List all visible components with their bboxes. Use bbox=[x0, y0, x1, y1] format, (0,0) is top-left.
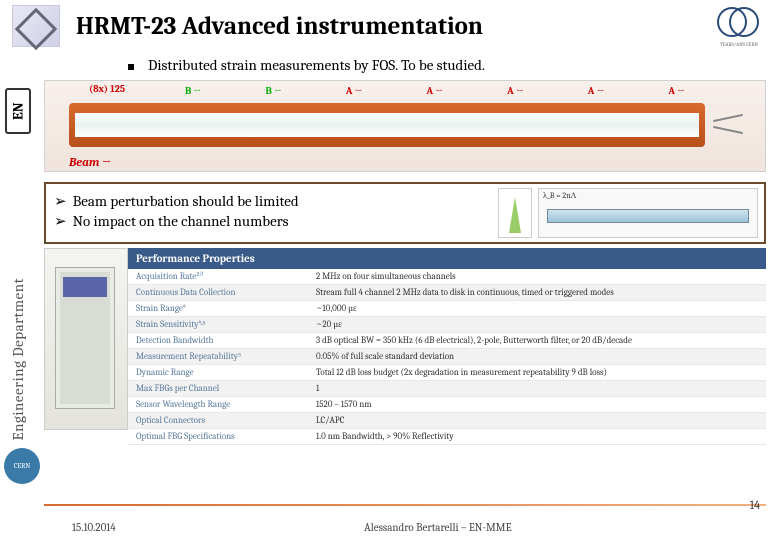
logo-caption: YEARS/ANS CERN bbox=[720, 41, 758, 48]
spec-key: Measurement Repeatability⁵ bbox=[136, 351, 316, 362]
fbg-mini-diagrams: λ_B = 2nΛ bbox=[498, 188, 758, 238]
cern-roundel-icon: CERN bbox=[4, 448, 40, 484]
fbg-grating-diagram: λ_B = 2nΛ bbox=[538, 188, 758, 238]
fiber-connector-icon bbox=[713, 111, 757, 139]
spec-val: Stream full 4 channel 2 MHz data to disk… bbox=[316, 288, 758, 298]
spec-row: Measurement Repeatability⁵0.05% of full … bbox=[128, 349, 766, 365]
spec-row: Optical ConnectorsLC/APC bbox=[128, 413, 766, 429]
beam-arrow-label: A ← bbox=[588, 85, 605, 97]
spec-table-header: Performance Properties bbox=[128, 248, 766, 269]
spec-key: Sensor Wavelength Range bbox=[136, 400, 316, 410]
beam-diagram: (8x) 125 B → B → A ← A ← A ← A ← A ← Beam → bbox=[44, 80, 766, 172]
beam-label: Beam → bbox=[69, 155, 111, 169]
spec-key: Dynamic Range bbox=[136, 368, 316, 378]
spec-key: Max FBGs per Channel bbox=[136, 384, 316, 394]
beam-arrow-label: A ← bbox=[507, 85, 524, 97]
beam-arrow-row: B → B → A ← A ← A ← A ← A ← bbox=[185, 85, 685, 97]
cern-anniversary-logo: YEARS/ANS CERN bbox=[710, 4, 768, 48]
beam-arrow-label: A ← bbox=[668, 85, 685, 97]
beam-top-label: (8x) 125 bbox=[89, 83, 125, 95]
spec-val: 0.05% of full scale standard deviation bbox=[316, 352, 758, 362]
notes-box: ➢Beam perturbation should be limited➢No … bbox=[44, 182, 766, 244]
spec-key: Strain Sensitivity⁴·⁵ bbox=[136, 319, 316, 330]
spec-key: Detection Bandwidth bbox=[136, 336, 316, 346]
spec-key: Optimal FBG Specifications bbox=[136, 432, 316, 442]
spec-val: LC/APC bbox=[316, 416, 758, 426]
beam-inner bbox=[75, 113, 699, 137]
en-badge: EN bbox=[5, 88, 31, 134]
spec-table: Performance Properties Acquisition Rate²… bbox=[128, 248, 766, 430]
beam-arrow-label: B → bbox=[265, 85, 281, 97]
footer-divider bbox=[44, 504, 766, 506]
spec-val: 2 MHz on four simultaneous channels bbox=[316, 272, 758, 282]
spec-val: Total 12 dB loss budget (2x degradation … bbox=[316, 368, 758, 378]
spec-val: 1.0 nm Bandwidth, > 90% Reflectivity bbox=[316, 432, 758, 442]
spec-row: Detection Bandwidth3 dB optical BW = 350… bbox=[128, 333, 766, 349]
slide-title: HRMT-23 Advanced instrumentation bbox=[76, 12, 710, 41]
department-label: Engineering Department bbox=[9, 278, 27, 440]
spec-val: 1 bbox=[316, 384, 758, 394]
spec-row: Acquisition Rate²³2 MHz on four simultan… bbox=[128, 269, 766, 285]
lhc-collimation-logo bbox=[12, 5, 60, 47]
spec-row: Optimal FBG Specifications1.0 nm Bandwid… bbox=[128, 429, 766, 445]
spec-val: ~10,000 µε bbox=[316, 303, 758, 314]
spectrum-peak-icon bbox=[498, 188, 532, 238]
spec-row: Strain Sensitivity⁴·⁵~20 µε bbox=[128, 317, 766, 333]
instrument-photo bbox=[44, 248, 128, 430]
spec-val: 1520 – 1570 nm bbox=[316, 400, 758, 410]
page-number: 14 bbox=[750, 498, 760, 512]
bullet-text: Distributed strain measurements by FOS. … bbox=[148, 56, 485, 74]
footer-author: Alessandro Bertarelli – EN-MME bbox=[364, 521, 511, 534]
spec-key: Continuous Data Collection bbox=[136, 288, 316, 298]
beam-arrow-label: A ← bbox=[427, 85, 444, 97]
bullet-line: Distributed strain measurements by FOS. … bbox=[0, 52, 780, 80]
bullet-marker bbox=[128, 64, 134, 70]
spec-key: Acquisition Rate²³ bbox=[136, 272, 316, 282]
spec-val: ~20 µε bbox=[316, 319, 758, 330]
beam-arrow-label: A ← bbox=[346, 85, 363, 97]
spec-row: Max FBGs per Channel1 bbox=[128, 381, 766, 397]
beam-arrow-label: B → bbox=[185, 85, 201, 97]
spec-row: Strain Range⁴~10,000 µε bbox=[128, 301, 766, 317]
spec-key: Optical Connectors bbox=[136, 416, 316, 426]
spec-row: Sensor Wavelength Range1520 – 1570 nm bbox=[128, 397, 766, 413]
spec-row: Continuous Data CollectionStream full 4 … bbox=[128, 285, 766, 301]
footer-date: 15.10.2014 bbox=[72, 521, 116, 534]
spec-key: Strain Range⁴ bbox=[136, 304, 316, 314]
spec-row: Dynamic RangeTotal 12 dB loss budget (2x… bbox=[128, 365, 766, 381]
fbg-formula: λ_B = 2nΛ bbox=[543, 191, 576, 200]
spec-val: 3 dB optical BW = 350 kHz (6 dB electric… bbox=[316, 336, 758, 346]
